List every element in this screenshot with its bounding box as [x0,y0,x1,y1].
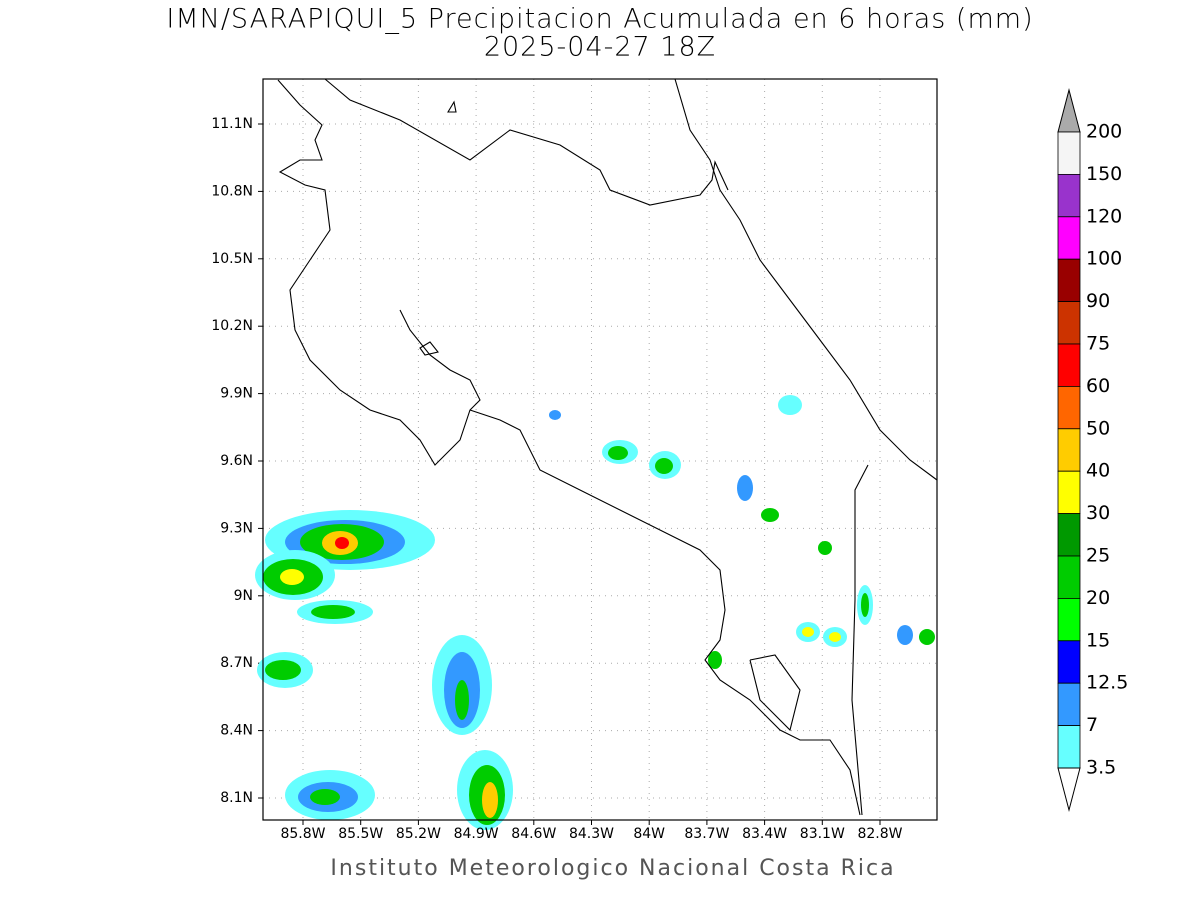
colorbar-label: 20 [1086,587,1110,609]
colorbar-under [1057,767,1081,812]
lat-label: 9.6N [220,453,253,469]
lat-label: 9N [234,588,253,604]
colorbar-label: 90 [1086,290,1110,312]
rain-blob [255,395,935,830]
colorbar-label: 60 [1086,375,1110,397]
title: IMN/SARAPIQUI_5 Precipitacion Acumulada … [166,4,1033,35]
colorbar-over [1057,88,1081,133]
lat-label: 8.1N [220,790,253,806]
lon-label: 84.9W [454,826,499,842]
color-bin [1057,173,1081,218]
coastline [277,78,938,816]
subtitle: 2025-04-27 18Z [484,32,716,63]
lat-label: 11.1N [211,116,253,132]
lon-label: 84.3W [569,826,614,842]
lon-label: 85.5W [338,826,383,842]
lon-label: 84.6W [511,826,556,842]
footer: Instituto Meteorologico Nacional Costa R… [330,856,895,881]
colorbar-label: 120 [1086,205,1122,227]
lat-label: 9.3N [220,520,253,536]
grid [258,79,937,825]
colorbar-label: 15 [1086,629,1110,651]
colorbar-label: 100 [1086,248,1122,270]
colorbar-label: 200 [1086,121,1122,143]
lon-label: 85.8W [280,826,325,842]
lat-label: 8.7N [220,655,253,671]
lat-label: 10.2N [211,318,253,334]
lat-label: 10.5N [211,251,253,267]
color-bin [1057,640,1081,684]
colorbar-label: 3.5 [1086,757,1116,779]
color-bin [1057,682,1081,727]
lon-label: 83.4W [742,826,787,842]
colorbar-label: 30 [1086,502,1110,524]
lon-label: 83.7W [684,826,729,842]
color-bin [1057,598,1081,642]
lon-label: 84W [633,826,665,842]
color-bin [1057,725,1081,769]
lat-label: 9.9N [220,386,253,402]
colorbar: 200 150 120 100 90 75 60 50 40 30 25 20 15 12.5 7 3.5 [1057,88,1128,812]
color-bin [1057,131,1081,175]
colorbar-label: 12.5 [1086,672,1128,694]
colorbar-label: 150 [1086,163,1122,185]
color-bin [1057,555,1081,599]
colorbar-label: 7 [1086,714,1098,736]
colorbar-label: 50 [1086,417,1110,439]
lat-label: 8.4N [220,723,253,739]
lat-label: 10.8N [211,183,253,199]
color-bin [1057,428,1081,472]
color-bin [1057,301,1081,345]
precipitation [255,395,935,830]
color-bin [1057,216,1081,260]
color-bin [1057,513,1081,557]
colorbar-label: 75 [1086,333,1110,355]
lon-label: 82.8W [857,826,902,842]
color-bin [1057,470,1081,515]
colorbar-label: 25 [1086,545,1110,567]
color-bin [1057,385,1081,430]
color-bin [1057,258,1081,303]
lon-label: 83.1W [800,826,845,842]
lon-label: 85.2W [396,826,441,842]
colorbar-label: 40 [1086,460,1110,482]
color-bin [1057,343,1081,387]
map-frame [262,78,938,821]
